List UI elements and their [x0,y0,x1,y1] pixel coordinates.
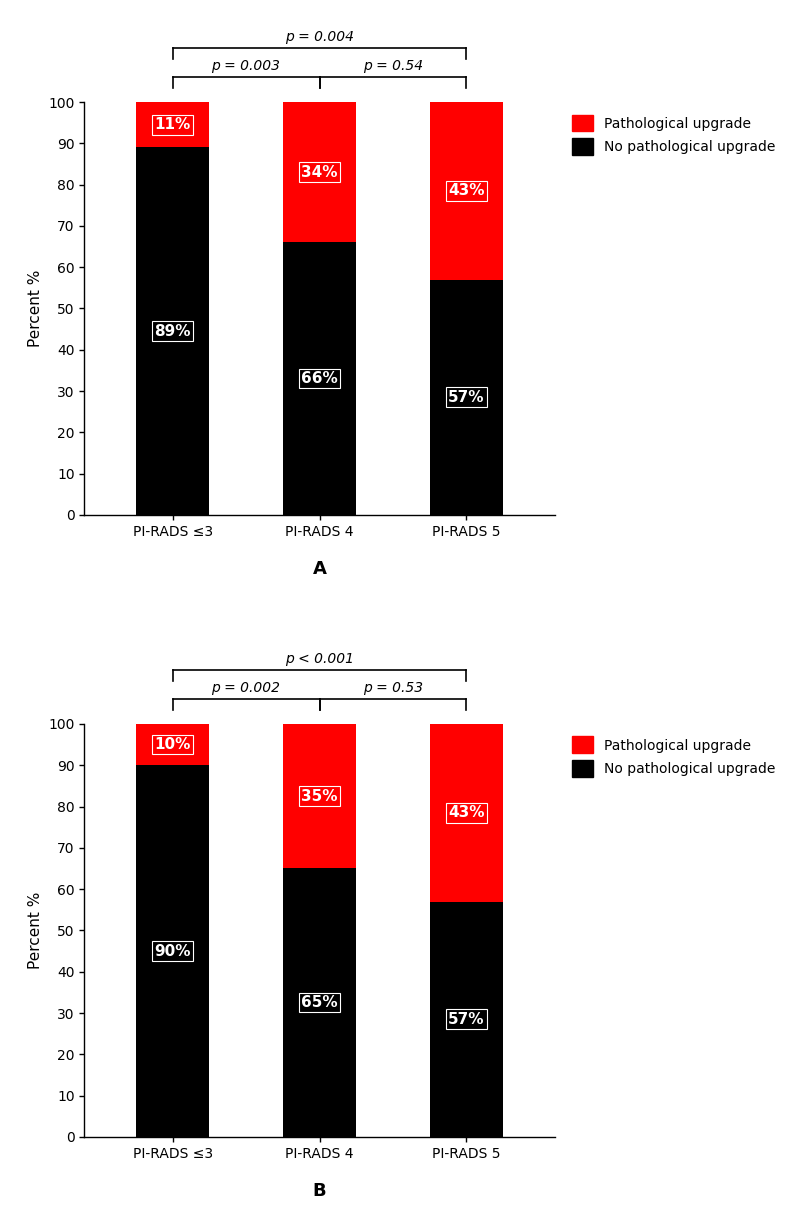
Legend: Pathological upgrade, No pathological upgrade: Pathological upgrade, No pathological up… [566,731,781,782]
Text: 57%: 57% [448,390,484,405]
Bar [429,724,503,902]
Bar [136,765,209,1137]
Bar [136,148,209,515]
Text: B: B [313,1182,326,1200]
Bar [283,724,356,868]
Bar [136,724,209,765]
Text: p = 0.53: p = 0.53 [363,681,423,695]
Text: 89%: 89% [155,323,191,338]
Text: p < 0.001: p < 0.001 [285,652,354,667]
Text: 35%: 35% [301,788,338,803]
Text: 43%: 43% [448,183,484,198]
Text: p = 0.002: p = 0.002 [211,681,280,695]
Text: p = 0.003: p = 0.003 [211,59,280,73]
Text: 90%: 90% [155,943,191,958]
Text: 65%: 65% [301,995,338,1010]
Text: 11%: 11% [155,117,190,133]
Bar [283,242,356,515]
Text: 10%: 10% [155,737,191,752]
Bar [429,102,503,279]
Bar [429,279,503,515]
Text: 43%: 43% [448,806,484,820]
Text: 57%: 57% [448,1012,484,1027]
Text: p = 0.54: p = 0.54 [363,59,423,73]
Bar [283,868,356,1137]
Y-axis label: Percent %: Percent % [28,892,43,969]
Y-axis label: Percent %: Percent % [28,269,43,347]
Text: 34%: 34% [301,165,338,180]
Legend: Pathological upgrade, No pathological upgrade: Pathological upgrade, No pathological up… [566,109,781,161]
Text: 66%: 66% [301,371,338,386]
Bar [283,102,356,242]
Bar [429,902,503,1137]
Bar [136,102,209,148]
Text: p = 0.004: p = 0.004 [285,31,354,44]
Text: A: A [313,561,326,578]
